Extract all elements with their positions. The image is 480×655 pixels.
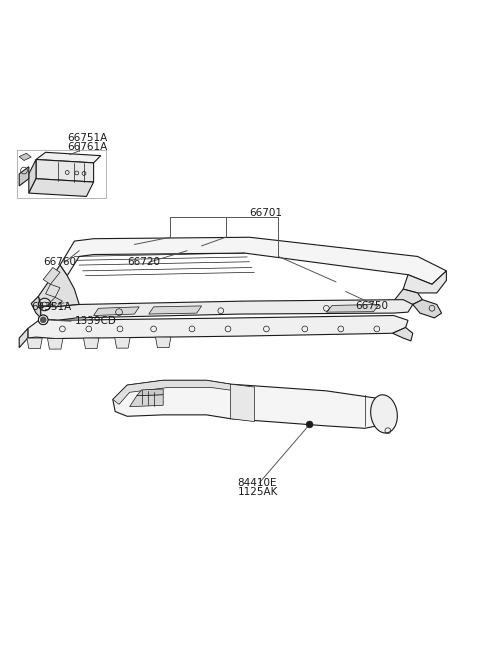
Polygon shape bbox=[48, 339, 63, 349]
Circle shape bbox=[306, 421, 313, 428]
Polygon shape bbox=[115, 337, 130, 348]
Polygon shape bbox=[19, 167, 29, 186]
Polygon shape bbox=[27, 338, 42, 348]
Polygon shape bbox=[29, 179, 94, 196]
Polygon shape bbox=[60, 237, 446, 284]
Circle shape bbox=[38, 315, 48, 325]
Polygon shape bbox=[84, 338, 99, 348]
Polygon shape bbox=[94, 307, 139, 316]
Ellipse shape bbox=[371, 395, 397, 433]
Polygon shape bbox=[113, 381, 394, 428]
Circle shape bbox=[40, 316, 47, 323]
Circle shape bbox=[38, 315, 48, 325]
Polygon shape bbox=[19, 153, 31, 160]
Polygon shape bbox=[36, 153, 101, 163]
Text: 1339CD: 1339CD bbox=[74, 316, 116, 326]
Polygon shape bbox=[137, 389, 163, 396]
Polygon shape bbox=[48, 297, 62, 309]
Polygon shape bbox=[28, 316, 408, 339]
Polygon shape bbox=[130, 395, 163, 407]
Text: 1125AK: 1125AK bbox=[238, 487, 278, 496]
Text: 66701: 66701 bbox=[250, 208, 283, 218]
Polygon shape bbox=[393, 328, 413, 341]
Polygon shape bbox=[156, 337, 171, 348]
Polygon shape bbox=[413, 299, 442, 318]
Polygon shape bbox=[41, 299, 413, 320]
Polygon shape bbox=[36, 160, 94, 182]
Text: 66720: 66720 bbox=[127, 257, 160, 267]
Polygon shape bbox=[326, 305, 379, 312]
Polygon shape bbox=[230, 384, 254, 422]
Polygon shape bbox=[394, 289, 422, 305]
Text: 66750: 66750 bbox=[355, 301, 388, 311]
Polygon shape bbox=[149, 306, 202, 314]
Polygon shape bbox=[38, 265, 79, 307]
Text: 66751A: 66751A bbox=[67, 133, 108, 143]
Polygon shape bbox=[46, 284, 60, 297]
Polygon shape bbox=[113, 381, 235, 404]
Text: 66761A: 66761A bbox=[67, 141, 108, 151]
Text: 66760: 66760 bbox=[43, 257, 76, 267]
Polygon shape bbox=[31, 296, 41, 318]
Polygon shape bbox=[19, 328, 28, 348]
Polygon shape bbox=[403, 271, 446, 293]
Polygon shape bbox=[29, 160, 36, 193]
Polygon shape bbox=[43, 267, 60, 284]
Text: 64351A: 64351A bbox=[31, 302, 72, 312]
Text: 84410E: 84410E bbox=[238, 478, 277, 488]
